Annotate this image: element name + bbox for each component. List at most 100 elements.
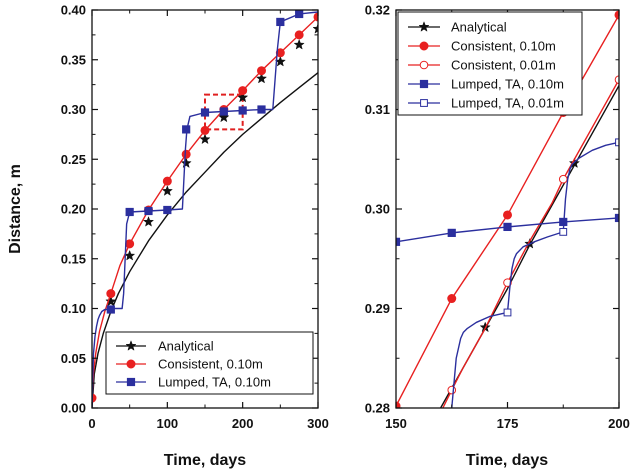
legend-marker-shape (420, 99, 428, 107)
legend-marker-shape (419, 41, 429, 51)
right-panel: 150 175 200 0.28 0.29 0.30 0.31 0.32 Time, day… (365, 3, 630, 470)
data-point (219, 107, 228, 116)
data-point (295, 10, 304, 19)
legend-label-analytical: Analytical (451, 20, 507, 35)
left-y-ticks: 0.00 0.05 0.10 0.15 0.20 0.25 0.30 0.35 0.40 (61, 3, 318, 416)
data-point (614, 75, 619, 84)
data-point (293, 38, 305, 50)
y-tick-label: 0.30 (61, 102, 86, 117)
y-tick-label: 0.35 (61, 52, 86, 67)
y-tick-label: 0.20 (61, 202, 86, 217)
x-tick-label: 100 (156, 416, 178, 431)
data-point (614, 10, 619, 20)
x-tick-label: 150 (385, 416, 407, 431)
series-line (92, 72, 318, 408)
y-tick-label: 0.29 (365, 301, 390, 316)
data-point (447, 385, 457, 395)
y-tick-label: 0.00 (61, 401, 86, 416)
legend-marker-shape (126, 377, 136, 387)
data-point (275, 48, 285, 58)
x-tick-label: 200 (608, 416, 630, 431)
data-point (106, 305, 115, 314)
right-legend-item-analytical: Analytical (408, 20, 507, 35)
data-point (162, 176, 172, 186)
series-analytical (92, 22, 318, 408)
legend-square-marker (126, 377, 136, 387)
right-legend-item-consistent-010: Consistent, 0.10m (408, 39, 556, 54)
data-point (312, 22, 318, 34)
legend-open-square-marker (420, 99, 428, 107)
data-point (257, 66, 266, 76)
data-point (294, 30, 304, 40)
y-tick-label: 0.32 (365, 3, 390, 18)
x-tick-label: 175 (497, 416, 519, 431)
left-panel: 0 100 200 300 0.000.050.100.150.200.250.300… (7, 3, 329, 470)
data-point (558, 174, 568, 184)
left-x-axis-title: Time, days (164, 452, 247, 469)
legend-marker-shape (125, 340, 137, 351)
data-point (313, 12, 318, 22)
data-point (144, 206, 153, 216)
y-tick-label: 0.28 (365, 401, 390, 416)
data-point (199, 133, 211, 145)
x-tick-label: 300 (307, 416, 329, 431)
data-point (255, 72, 268, 84)
left-legend-box (105, 331, 314, 395)
right-legend: Analytical Consistent, 0.10m Consistent,… (397, 11, 583, 116)
left-legend-item-lumped-010: Lumped, TA, 0.10m (116, 375, 271, 390)
data-point (180, 157, 192, 169)
series-line (442, 79, 619, 408)
legend-square-marker (419, 79, 429, 89)
data-point (218, 111, 230, 123)
zoom-region-box (204, 93, 244, 131)
y-tick-label: 0.15 (61, 251, 86, 266)
legend-marker-shape (419, 60, 429, 70)
left-x-ticks: 0 100 200 300 (88, 10, 329, 431)
right-x-axis-title: Time, days (466, 452, 549, 469)
data-point (257, 105, 266, 114)
y-tick-label: 0.30 (365, 202, 390, 217)
data-point (182, 125, 191, 134)
right-legend-box (397, 11, 583, 116)
legend-marker-shape (419, 79, 429, 89)
data-point (163, 205, 172, 215)
x-tick-label: 200 (232, 416, 254, 431)
legend-label-analytical: Analytical (158, 339, 214, 354)
legend-star-marker (418, 21, 430, 32)
data-point (238, 86, 248, 96)
data-point (125, 239, 135, 249)
y-tick-label: 0.40 (61, 3, 86, 18)
legend-label-lumped-001: Lumped, TA, 0.01m (451, 96, 564, 111)
right-y-ticks: 0.28 0.29 0.30 0.31 0.32 (365, 3, 619, 416)
data-point (559, 227, 568, 236)
data-point (503, 278, 512, 287)
x-tick-label: 0 (88, 416, 95, 431)
data-point (503, 308, 512, 317)
left-legend: Analytical Consistent, 0.10m Lumped, TA,… (105, 331, 314, 395)
y-tick-label: 0.31 (365, 102, 390, 117)
series-lumped-ta-0-10m (92, 10, 318, 408)
data-point (447, 228, 456, 237)
legend-label-consistent-010: Consistent, 0.10m (158, 357, 263, 372)
left-y-axis-title: Distance, m (7, 164, 24, 254)
series-line (451, 141, 619, 408)
data-point (106, 289, 116, 299)
left-legend-item-analytical: Analytical (116, 339, 214, 354)
plot-area (92, 10, 318, 408)
y-tick-label: 0.25 (61, 152, 86, 167)
data-point (396, 401, 401, 408)
data-point (237, 91, 249, 103)
data-point (161, 185, 173, 196)
right-legend-item-consistent-001: Consistent, 0.01m (408, 58, 556, 73)
data-point (503, 210, 512, 220)
legend-star-marker (125, 340, 137, 351)
legend-label-consistent-010: Consistent, 0.10m (451, 39, 556, 54)
y-tick-label: 0.05 (61, 351, 86, 366)
data-point (200, 125, 210, 135)
left-legend-item-consistent-010: Consistent, 0.10m (116, 357, 263, 372)
data-point (276, 17, 285, 27)
legend-circle-marker (419, 41, 429, 51)
right-legend-item-lumped-001: Lumped, TA, 0.01m (408, 96, 564, 111)
data-point (503, 222, 512, 232)
